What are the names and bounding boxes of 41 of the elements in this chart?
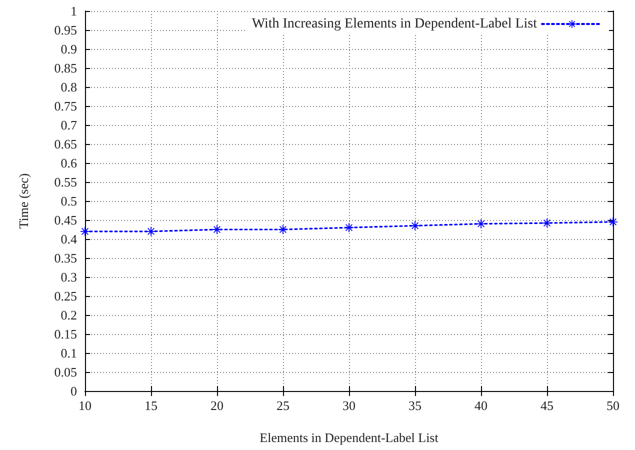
y-tick-label: 0.85 (54, 60, 77, 76)
y-tick-label: 0.95 (54, 22, 77, 38)
y-tick-label: 0.65 (54, 136, 77, 152)
y-tick-label: 0.8 (60, 80, 77, 94)
x-tick-label: 40 (474, 398, 488, 413)
x-tick-label: 35 (408, 398, 422, 413)
legend-label: With Increasing Elements in Dependent-Label List (252, 16, 538, 32)
y-tick-label: 0.3 (60, 270, 77, 284)
point (608, 217, 618, 226)
point (542, 218, 552, 228)
point (212, 225, 222, 234)
x-tick-label: 20 (210, 398, 224, 413)
y-tick-label: 0.35 (54, 250, 77, 266)
y-tick-label: 0.1 (60, 346, 77, 360)
point (278, 225, 288, 234)
y-tick-label: 0.7 (60, 118, 78, 132)
x-tick-label: 25 (276, 398, 290, 413)
x-axis-title: Elements in Dependent-Label List (260, 430, 439, 445)
x-tick-label: 30 (342, 398, 356, 413)
y-tick-label: 0.9 (60, 42, 77, 56)
y-tick-label: 0.2 (60, 308, 77, 322)
y-axis-title: Time (sec) (16, 173, 31, 229)
x-tick-label: 10 (78, 398, 92, 413)
y-tick-label: 1 (70, 4, 77, 18)
y-tick-label: 0.15 (54, 326, 77, 342)
y-tick-label: 0.25 (54, 288, 77, 304)
x-tick-label: 50 (606, 398, 620, 413)
y-tick-label: 0.05 (54, 364, 77, 380)
y-tick-label: 0.75 (54, 98, 77, 114)
y-tick-label: 0 (70, 384, 77, 398)
x-tick-label: 45 (540, 398, 554, 413)
x-tick-label: 15 (144, 398, 158, 413)
y-tick-label: 0.45 (54, 212, 77, 228)
y-tick-label: 0.6 (60, 156, 78, 170)
point (476, 219, 486, 228)
y-tick-label: 0.5 (60, 194, 77, 208)
y-tick-label: 0.4 (60, 232, 78, 246)
y-tick-label: 0.55 (54, 174, 77, 190)
point (80, 226, 90, 236)
point (344, 223, 354, 232)
point (146, 226, 156, 236)
